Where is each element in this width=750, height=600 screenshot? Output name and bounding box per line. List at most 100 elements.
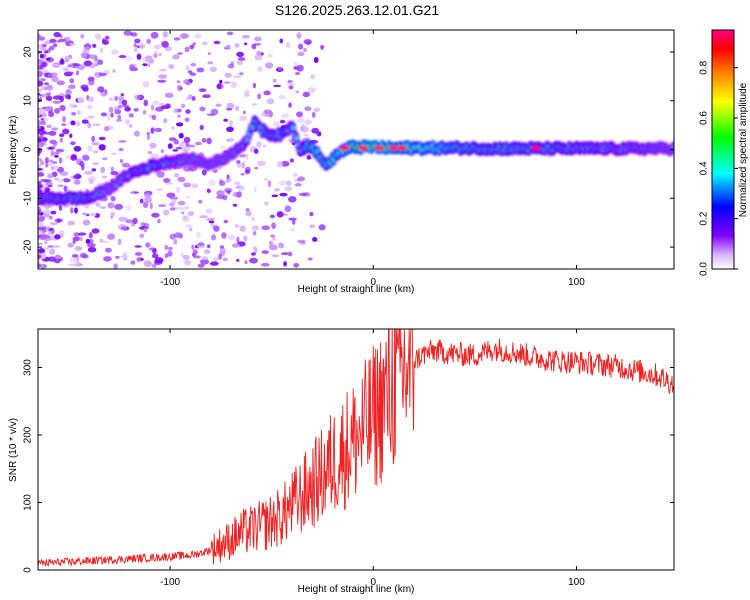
noise-blob [262,144,267,148]
noise-blob [143,227,148,233]
noise-blob [130,260,136,265]
noise-blob [92,162,99,165]
y-tick-label: 0 [23,567,34,573]
noise-blob [185,109,191,114]
noise-blob [99,206,107,209]
noise-blob [71,254,79,258]
noise-blob [149,142,157,149]
noise-blob [206,188,211,193]
noise-blob [169,196,179,200]
noise-blob [194,141,202,146]
noise-blob [312,237,318,242]
noise-blob [134,94,142,100]
noise-blob [110,112,114,118]
noise-blob [49,222,58,226]
noise-blob [69,133,73,138]
noise-blob [184,206,190,210]
noise-blob [281,252,289,256]
noise-blob [100,166,105,174]
noise-blob [253,246,257,250]
noise-blob [252,82,256,89]
noise-blob [173,238,178,245]
noise-blob [43,82,50,86]
ridge-hotspot [396,145,407,151]
noise-blob [107,114,111,121]
noise-blob [250,252,256,256]
noise-blob [183,136,191,144]
noise-blob [169,233,176,240]
noise-blob [216,195,225,200]
noise-blob [163,178,171,183]
noise-blob [51,127,59,131]
noise-blob [208,179,216,186]
noise-blob [227,63,235,69]
noise-blob [208,220,215,224]
noise-blob [245,208,250,212]
noise-blob [65,89,72,96]
noise-blob [71,112,77,116]
noise-blob [91,168,97,172]
noise-blob [236,60,243,66]
noise-blob [177,114,181,118]
noise-blob [39,160,45,166]
noise-blob [38,172,45,177]
noise-blob [38,182,43,189]
noise-blob [118,95,125,101]
noise-blob [48,231,52,235]
noise-blob [38,142,41,148]
colorbar-tick-label: 0.0 [699,262,710,276]
noise-blob [67,242,75,248]
noise-blob [58,230,65,237]
noise-blob [198,199,203,204]
noise-blob [147,63,151,67]
noise-blob [67,64,74,68]
noise-blob [169,137,177,142]
noise-blob [45,95,53,102]
spectrogram-marks [38,30,674,269]
noise-blob [253,148,259,154]
noise-blob [182,165,192,172]
noise-blob [199,215,208,219]
noise-blob [87,246,97,253]
noise-blob [307,87,316,94]
noise-blob [87,76,95,82]
x-tick-label: -100 [160,577,180,588]
noise-blob [74,246,83,251]
noise-blob [110,216,114,219]
noise-blob [225,108,233,111]
noise-blob [313,107,321,112]
noise-blob [49,38,57,43]
noise-blob [101,157,108,161]
noise-blob [114,96,119,101]
noise-blob [64,94,71,100]
noise-blob [125,106,131,112]
noise-blob [260,263,270,267]
noise-blob [38,95,41,99]
noise-blob [128,113,134,118]
noise-blob [175,146,183,150]
noise-blob [251,216,255,222]
noise-blob [265,62,274,69]
noise-blob [52,141,58,147]
noise-blob [227,234,236,241]
x-tick-label: 100 [568,577,585,588]
noise-blob [74,207,78,214]
noise-blob [257,66,263,72]
noise-blob [192,42,197,46]
noise-blob [118,140,127,143]
y-tick-label: 20 [23,46,34,58]
spectrogram-x-ticks: -100 0 100 [160,30,585,288]
noise-blob [157,79,167,83]
noise-blob [206,217,215,221]
noise-blob [157,218,161,224]
noise-blob [98,72,107,77]
noise-blob [263,90,271,96]
noise-blob [40,117,44,121]
noise-blob [287,251,293,257]
noise-blob [281,113,290,119]
noise-blob [51,75,59,83]
noise-blob [146,133,151,140]
noise-blob [234,181,241,186]
noise-blob [129,67,138,72]
